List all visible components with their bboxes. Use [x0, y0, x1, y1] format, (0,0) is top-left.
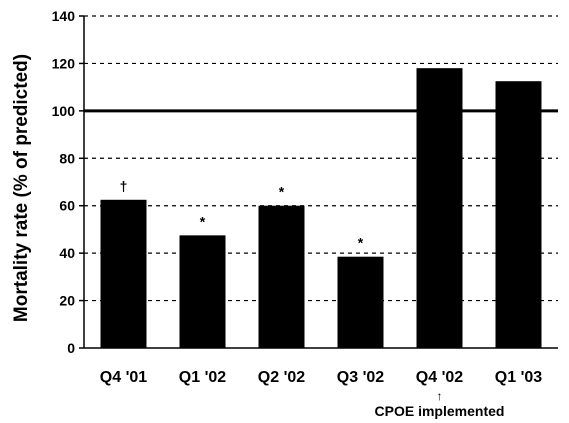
bar-4 — [337, 256, 384, 348]
bar-6 — [495, 81, 542, 348]
y-axis-label: Mortality rate (% of predicted) — [11, 54, 32, 322]
y-tick-label: 140 — [52, 8, 76, 24]
bar-2 — [179, 235, 226, 348]
gridlines — [84, 15, 558, 302]
bar-marker: * — [279, 184, 285, 200]
bars — [100, 68, 542, 349]
bar-1 — [100, 199, 147, 348]
x-tick-label: Q1 '03 — [495, 369, 542, 386]
x-tick-label: Q3 '02 — [337, 369, 384, 386]
x-tick-label: Q1 '02 — [179, 369, 226, 386]
bar-marker: † — [120, 178, 128, 194]
bar-marker: * — [200, 213, 206, 229]
labels: 0 20 40 60 80 100 120 140 † Q4 '01 * Q1 '02 * Q2 '02 *… — [52, 8, 543, 386]
y-tick-label: 0 — [67, 340, 75, 356]
annotation-arrow: ↑ — [437, 389, 443, 403]
y-tick-label: 60 — [59, 198, 75, 214]
bar-5 — [416, 68, 463, 349]
axes — [79, 15, 558, 349]
annotation-cpoe-implemented: CPOE implemented — [375, 403, 505, 419]
x-tick-label: Q4 '02 — [416, 369, 463, 386]
y-tick-label: 80 — [59, 150, 75, 166]
bar-marker: * — [358, 235, 364, 251]
y-tick-label: 120 — [52, 55, 76, 71]
y-tick-label: 40 — [59, 245, 75, 261]
y-tick-label: 20 — [59, 293, 75, 309]
bar-3 — [258, 205, 305, 348]
x-tick-label: Q4 '01 — [100, 369, 147, 386]
y-tick-label: 100 — [52, 103, 76, 119]
x-tick-label: Q2 '02 — [258, 369, 305, 386]
